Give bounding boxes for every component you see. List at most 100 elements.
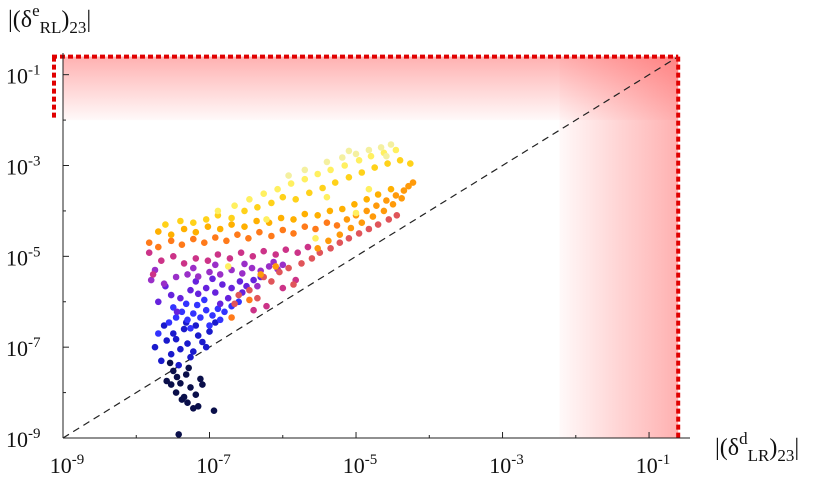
data-point	[254, 294, 261, 302]
data-point	[172, 273, 180, 281]
data-point	[212, 289, 219, 296]
data-point	[365, 146, 373, 154]
data-point	[374, 191, 382, 198]
data-point	[155, 330, 162, 337]
data-point	[212, 261, 219, 269]
data-point	[190, 235, 197, 243]
data-point	[190, 219, 197, 226]
data-point	[279, 284, 287, 292]
data-point	[226, 255, 234, 262]
data-point	[184, 399, 191, 407]
data-point	[268, 278, 275, 285]
data-point	[282, 246, 290, 253]
data-point	[201, 239, 208, 246]
data-point	[192, 228, 200, 236]
data-point	[216, 225, 224, 233]
data-point	[180, 325, 188, 333]
data-point	[290, 230, 297, 237]
data-point	[341, 162, 349, 169]
reference-line-group	[62, 56, 679, 439]
data-point	[336, 239, 344, 246]
data-point	[202, 284, 210, 292]
data-point	[407, 160, 414, 167]
x-tick-label: 10-1	[636, 452, 671, 478]
data-point	[197, 375, 204, 383]
data-point	[301, 223, 309, 230]
data-point	[272, 251, 280, 258]
data-point	[290, 281, 297, 288]
data-point	[172, 335, 180, 343]
data-point	[147, 276, 155, 284]
data-point	[323, 219, 331, 226]
data-point	[209, 275, 216, 283]
data-point	[180, 260, 188, 267]
data-point	[246, 286, 253, 294]
data-point	[383, 152, 390, 160]
data-point	[236, 278, 244, 285]
data-point	[192, 322, 200, 329]
data-point	[339, 205, 346, 213]
data-point	[231, 202, 238, 209]
data-point	[285, 172, 292, 179]
data-point	[228, 284, 235, 292]
data-point	[279, 193, 287, 201]
data-point	[224, 294, 232, 302]
data-point	[214, 207, 222, 215]
data-point	[355, 230, 363, 237]
data-point	[187, 325, 194, 332]
data-point	[352, 150, 360, 158]
data-point	[369, 213, 377, 220]
data-point	[331, 179, 339, 186]
data-point	[260, 247, 268, 255]
data-point	[228, 214, 235, 222]
data-point	[202, 216, 210, 223]
data-point	[392, 192, 400, 199]
data-point	[216, 316, 224, 324]
data-point	[292, 196, 300, 203]
data-point	[301, 166, 309, 174]
y-axis-label: |(δeRL)23|	[8, 1, 91, 37]
data-point	[393, 212, 401, 219]
data-point	[175, 361, 182, 369]
data-point	[190, 348, 197, 355]
data-point	[145, 239, 153, 246]
data-point	[298, 260, 305, 267]
data-point	[228, 314, 235, 321]
data-point	[172, 314, 180, 321]
data-point	[184, 316, 191, 324]
data-point	[202, 306, 210, 314]
data-point	[209, 312, 216, 319]
data-point	[199, 338, 206, 346]
data-point	[170, 330, 177, 337]
data-point	[180, 225, 188, 233]
x-tick-label: 10-7	[196, 452, 231, 478]
data-point	[239, 270, 246, 277]
data-point	[272, 263, 280, 270]
data-point	[165, 319, 173, 326]
data-point	[151, 343, 159, 351]
data-point	[235, 291, 242, 299]
data-point	[314, 245, 322, 252]
data-point	[204, 257, 212, 265]
data-point	[241, 260, 248, 268]
y-tick-label: 10-7	[6, 335, 41, 361]
data-points	[145, 141, 417, 438]
data-point	[237, 249, 245, 256]
data-point	[172, 389, 180, 396]
data-point	[173, 308, 181, 316]
data-point	[343, 216, 351, 223]
data-point	[241, 207, 248, 215]
data-point	[182, 371, 190, 378]
data-point	[167, 231, 175, 238]
data-point	[336, 231, 344, 238]
x-tick-label: 10-5	[343, 452, 378, 478]
data-point	[268, 199, 275, 207]
data-point	[323, 158, 331, 166]
x-tick-labels: 10-9 10-7 10-5 10-3 10-1	[50, 452, 671, 478]
data-point	[355, 157, 363, 164]
data-point	[246, 196, 253, 203]
data-point	[319, 184, 326, 192]
data-point	[308, 255, 316, 262]
data-point	[409, 179, 417, 186]
